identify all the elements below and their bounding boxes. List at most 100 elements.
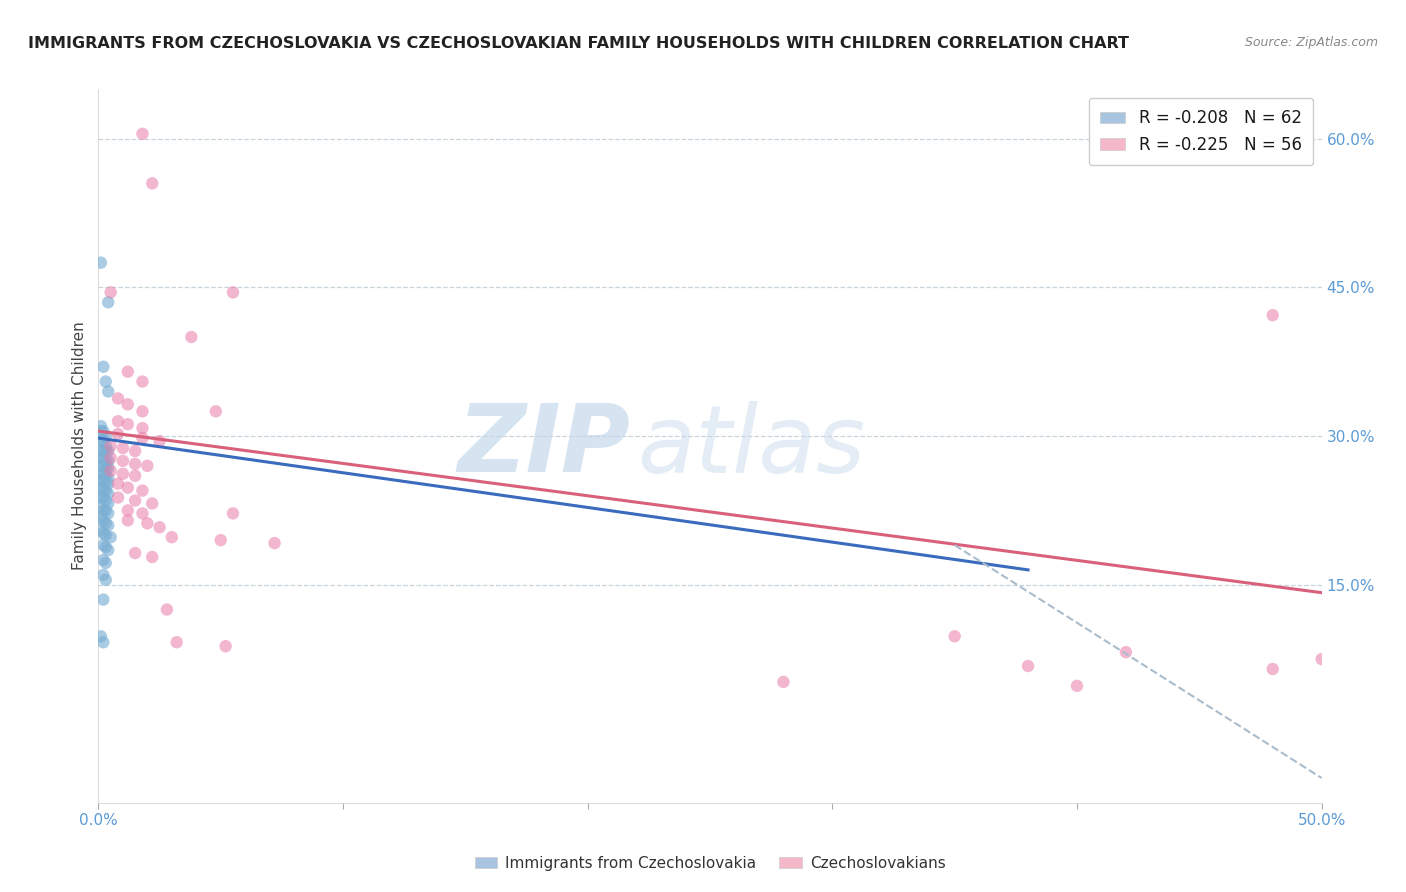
Point bbox=[205, 404, 228, 418]
Point bbox=[1066, 679, 1088, 693]
Point bbox=[131, 507, 153, 521]
Point bbox=[1310, 652, 1333, 666]
Point bbox=[91, 567, 114, 582]
Point bbox=[141, 549, 163, 564]
Text: ZIP: ZIP bbox=[457, 400, 630, 492]
Point bbox=[91, 491, 114, 505]
Point bbox=[180, 330, 202, 344]
Point bbox=[107, 491, 129, 505]
Point bbox=[124, 493, 146, 508]
Point bbox=[94, 556, 117, 570]
Point bbox=[100, 439, 122, 453]
Point bbox=[90, 434, 112, 448]
Point bbox=[97, 507, 120, 521]
Point bbox=[91, 359, 114, 374]
Point bbox=[97, 454, 120, 468]
Point bbox=[90, 474, 112, 488]
Point bbox=[100, 450, 122, 465]
Point bbox=[97, 518, 120, 533]
Point bbox=[91, 503, 114, 517]
Point bbox=[149, 520, 172, 534]
Point bbox=[156, 602, 179, 616]
Point bbox=[90, 458, 112, 473]
Point bbox=[91, 592, 114, 607]
Point bbox=[149, 434, 172, 448]
Point bbox=[141, 496, 163, 510]
Point bbox=[100, 464, 122, 478]
Point bbox=[91, 450, 114, 465]
Point bbox=[94, 476, 117, 491]
Text: IMMIGRANTS FROM CZECHOSLOVAKIA VS CZECHOSLOVAKIAN FAMILY HOUSEHOLDS WITH CHILDRE: IMMIGRANTS FROM CZECHOSLOVAKIA VS CZECHO… bbox=[28, 36, 1129, 51]
Point bbox=[91, 467, 114, 481]
Point bbox=[209, 533, 232, 548]
Point bbox=[136, 516, 159, 531]
Point bbox=[1115, 645, 1137, 659]
Point bbox=[94, 454, 117, 468]
Point bbox=[943, 629, 966, 643]
Point bbox=[107, 414, 129, 428]
Point bbox=[90, 467, 112, 481]
Point bbox=[97, 543, 120, 558]
Point bbox=[124, 546, 146, 560]
Point bbox=[1261, 662, 1284, 676]
Point bbox=[91, 458, 114, 473]
Point bbox=[124, 444, 146, 458]
Point bbox=[100, 285, 122, 300]
Point bbox=[90, 510, 112, 524]
Point bbox=[91, 424, 114, 438]
Point bbox=[91, 553, 114, 567]
Point bbox=[94, 503, 117, 517]
Point bbox=[772, 674, 794, 689]
Point bbox=[91, 526, 114, 541]
Point bbox=[94, 375, 117, 389]
Point bbox=[131, 483, 153, 498]
Point bbox=[107, 476, 129, 491]
Point bbox=[90, 419, 112, 434]
Legend: Immigrants from Czechoslovakia, Czechoslovakians: Immigrants from Czechoslovakia, Czechosl… bbox=[468, 850, 952, 877]
Point bbox=[90, 444, 112, 458]
Point bbox=[94, 429, 117, 443]
Point bbox=[97, 486, 120, 500]
Point bbox=[1261, 308, 1284, 322]
Point bbox=[107, 427, 129, 442]
Point bbox=[91, 474, 114, 488]
Point bbox=[166, 635, 188, 649]
Point bbox=[94, 468, 117, 483]
Point bbox=[117, 397, 139, 411]
Point bbox=[94, 439, 117, 453]
Point bbox=[91, 538, 114, 552]
Point bbox=[97, 384, 120, 399]
Point bbox=[131, 431, 153, 445]
Point bbox=[160, 530, 183, 544]
Point bbox=[94, 460, 117, 475]
Point bbox=[97, 476, 120, 491]
Point bbox=[214, 639, 236, 653]
Point bbox=[90, 450, 112, 465]
Point bbox=[136, 458, 159, 473]
Point bbox=[124, 468, 146, 483]
Point bbox=[97, 471, 120, 485]
Point bbox=[90, 424, 112, 438]
Point bbox=[90, 481, 112, 495]
Point bbox=[117, 417, 139, 432]
Point bbox=[97, 295, 120, 310]
Point bbox=[90, 629, 112, 643]
Point bbox=[117, 365, 139, 379]
Point bbox=[94, 483, 117, 498]
Point bbox=[97, 444, 120, 458]
Point bbox=[222, 285, 245, 300]
Point bbox=[90, 255, 112, 269]
Point bbox=[97, 496, 120, 510]
Point bbox=[131, 421, 153, 435]
Text: Source: ZipAtlas.com: Source: ZipAtlas.com bbox=[1244, 36, 1378, 49]
Point bbox=[94, 493, 117, 508]
Point bbox=[263, 536, 285, 550]
Point bbox=[90, 500, 112, 515]
Point bbox=[94, 444, 117, 458]
Point bbox=[141, 177, 163, 191]
Point bbox=[111, 467, 134, 481]
Point bbox=[94, 540, 117, 554]
Point bbox=[131, 404, 153, 418]
Point bbox=[94, 528, 117, 542]
Point bbox=[97, 460, 120, 475]
